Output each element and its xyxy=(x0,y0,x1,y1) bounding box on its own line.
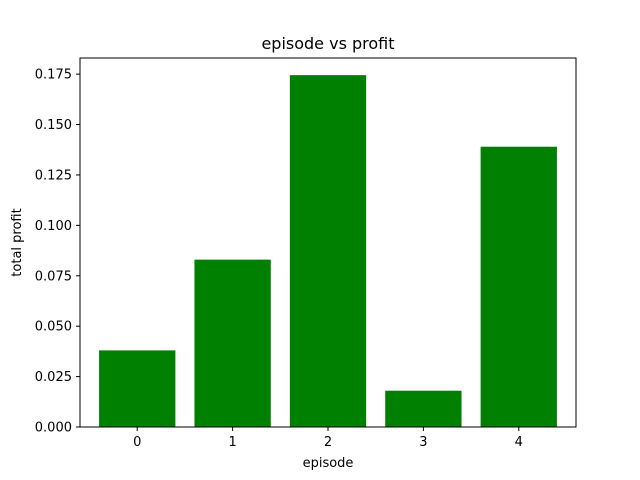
x-axis-label: episode xyxy=(303,456,354,471)
y-tick-label: 0.025 xyxy=(35,370,72,385)
x-tick-label: 4 xyxy=(515,435,523,450)
bar-4 xyxy=(480,146,557,427)
x-tick-label: 2 xyxy=(324,435,332,450)
x-tick-label: 0 xyxy=(133,435,141,450)
chart-title: episode vs profit xyxy=(261,34,394,53)
x-axis: 0 1 2 3 4 xyxy=(133,427,523,450)
plot-frame xyxy=(79,57,577,428)
y-tick-label: 0.075 xyxy=(35,269,72,284)
y-tick-label: 0.125 xyxy=(35,168,72,183)
x-tick-label: 3 xyxy=(419,435,427,450)
bar-1 xyxy=(194,259,271,427)
bars-layer xyxy=(99,75,557,427)
y-tick-label: 0.100 xyxy=(35,219,72,234)
y-tick-label: 0.000 xyxy=(35,421,72,436)
x-tick-label: 1 xyxy=(228,435,236,450)
bar-0 xyxy=(99,350,176,427)
y-axis: 0.000 0.025 0.050 0.075 0.100 0.125 0.150 0.175 xyxy=(35,68,80,436)
y-axis-label: total profit xyxy=(10,208,25,276)
y-tick-label: 0.175 xyxy=(35,68,72,83)
y-tick-label: 0.150 xyxy=(35,118,72,133)
y-tick-label: 0.050 xyxy=(35,320,72,335)
bar-2 xyxy=(289,75,367,427)
bar-3 xyxy=(385,390,462,427)
